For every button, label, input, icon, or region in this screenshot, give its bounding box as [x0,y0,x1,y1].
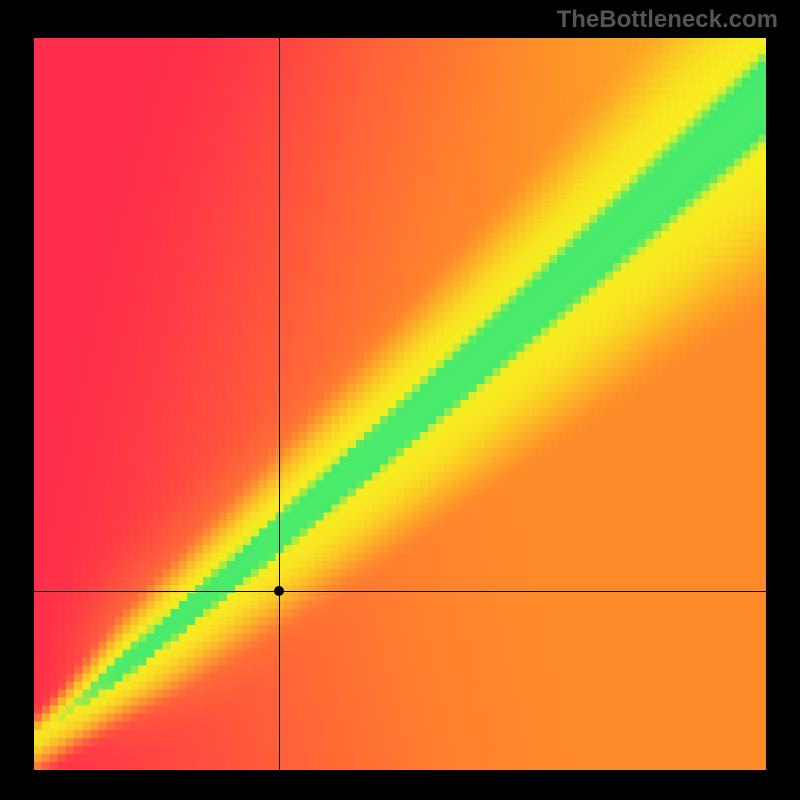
chart-container: { "attribution": { "text": "TheBottlenec… [0,0,800,800]
attribution-text: TheBottleneck.com [557,6,778,34]
crosshair-marker [274,586,284,596]
crosshair-horizontal [34,591,766,592]
crosshair-vertical [279,38,280,770]
bottleneck-heatmap [34,38,766,770]
